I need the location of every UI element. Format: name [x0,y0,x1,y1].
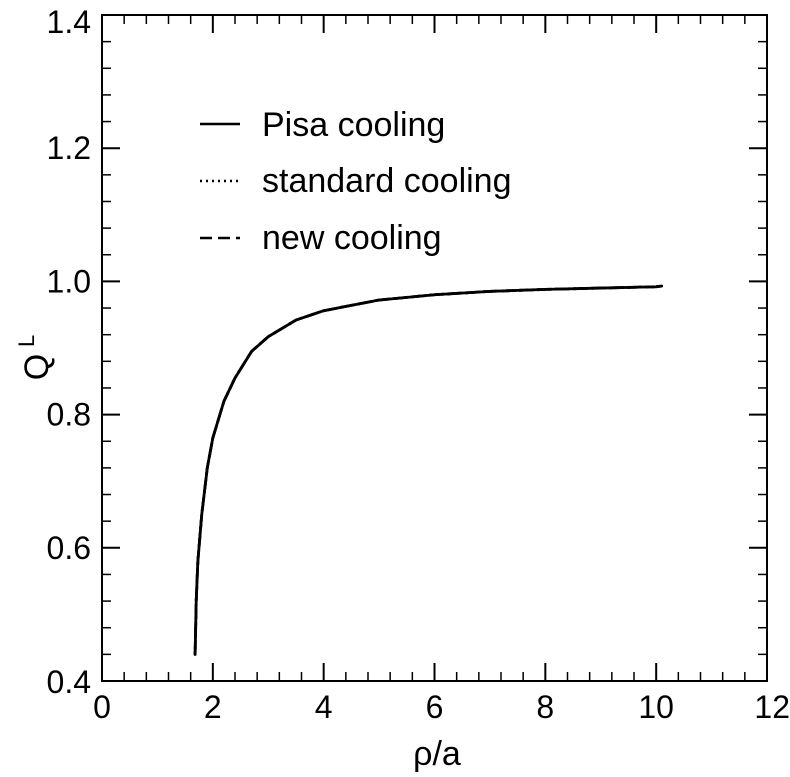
y-tick-labels: 0.4 0.6 0.8 1.0 1.2 1.4 [47,4,91,700]
major-ticks [101,14,768,682]
series-line-pisa-cooling [193,284,664,656]
y-axis-title-main: Q [18,354,56,380]
x-tick-label: 12 [754,689,790,725]
x-tick-label: 10 [638,689,674,725]
minor-ticks [102,15,767,681]
x-axis-title: ρ/a [413,735,461,773]
y-tick-label: 1.4 [47,4,91,40]
x-tick-label: 4 [315,689,333,725]
legend-label-standard-cooling: standard cooling [262,162,512,200]
x-tick-label: 0 [93,689,111,725]
y-axis-title-superscript: L [14,335,39,347]
x-tick-label: 8 [536,689,554,725]
y-tick-label: 0.8 [47,397,91,433]
series-lines [193,284,664,656]
legend: Pisa cooling standard cooling new coolin… [200,106,512,257]
y-tick-label: 0.6 [47,530,91,566]
y-tick-label: 1.0 [47,263,91,299]
legend-label-pisa-cooling: Pisa cooling [262,106,445,144]
legend-label-new-cooling: new cooling [262,219,442,257]
y-axis-title: Q L [14,335,56,380]
x-tick-labels: 0 2 4 6 8 10 12 [93,689,790,725]
x-tick-label: 6 [426,689,444,725]
x-tick-label: 2 [204,689,222,725]
y-tick-label: 1.2 [47,130,91,166]
y-tick-label: 0.4 [47,664,91,700]
